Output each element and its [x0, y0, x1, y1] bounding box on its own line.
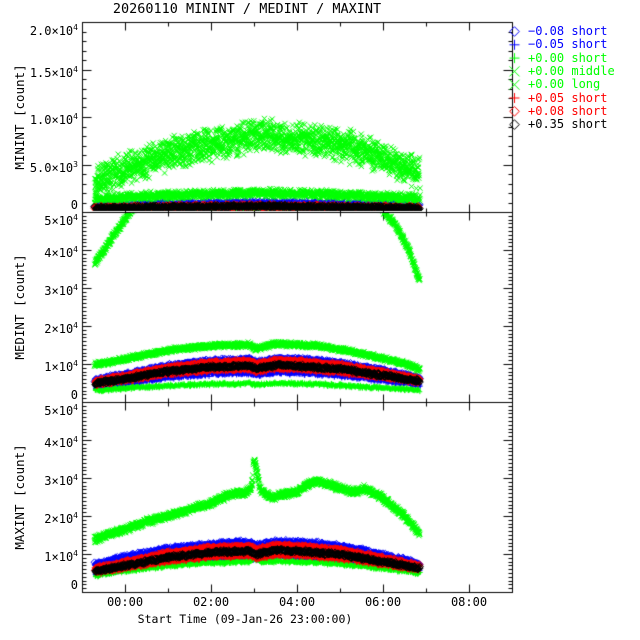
x-tick-label: 00:00 [106, 595, 144, 609]
y-tick-label: 1.5×104 [29, 64, 78, 80]
y-tick-label: 2×104 [44, 321, 78, 336]
x-axis-title: Start Time (09-Jan-26 23:00:00) [137, 612, 353, 626]
legend-item-label: −0.08 short [528, 24, 608, 38]
y-tick-label: 3×104 [44, 283, 78, 298]
y-tick-label: 1×104 [44, 549, 78, 564]
y-tick-label: 4×104 [44, 435, 78, 450]
legend-item-label: +0.35 short [528, 117, 608, 132]
y-tick-label: 3×104 [44, 473, 78, 488]
y-tick-label: 1×104 [44, 359, 78, 374]
legend-item-label: +0.00 middle [528, 63, 615, 78]
y-tick-label: 2×104 [44, 511, 78, 526]
y-tick-label: 0 [70, 198, 78, 212]
y-axis-title-medint: MEDINT [count] [12, 254, 27, 360]
x-tick-label: 06:00 [364, 595, 402, 609]
legend-item-label: −0.05 short [528, 37, 608, 52]
legend-item-label: +0.00 long [528, 77, 601, 92]
y-tick-label: 5.0×103 [29, 159, 78, 175]
y-axis-title-maxint: MAXINT [count] [12, 444, 27, 550]
legend-item-label: +0.05 short [528, 90, 608, 105]
y-tick-label: 5×104 [44, 403, 78, 418]
y-tick-label: 5×104 [44, 213, 78, 228]
y-tick-label: 2.0×104 [29, 23, 78, 38]
y-tick-label: 1.0×104 [29, 112, 78, 127]
y-axis-title-minint: MININT [count] [12, 64, 27, 170]
x-tick-label: 04:00 [278, 595, 316, 609]
y-tick-label: 0 [70, 578, 78, 592]
y-tick-label: 4×104 [44, 245, 78, 260]
x-tick-label: 08:00 [450, 595, 488, 609]
x-tick-label: 02:00 [192, 595, 230, 609]
y-tick-label: 0 [70, 388, 78, 402]
legend-item-label: +0.00 short [528, 50, 608, 65]
legend-item-label: +0.08 short [528, 103, 608, 118]
plot-title: 20260110 MININT / MEDINT / MAXINT [112, 1, 382, 17]
